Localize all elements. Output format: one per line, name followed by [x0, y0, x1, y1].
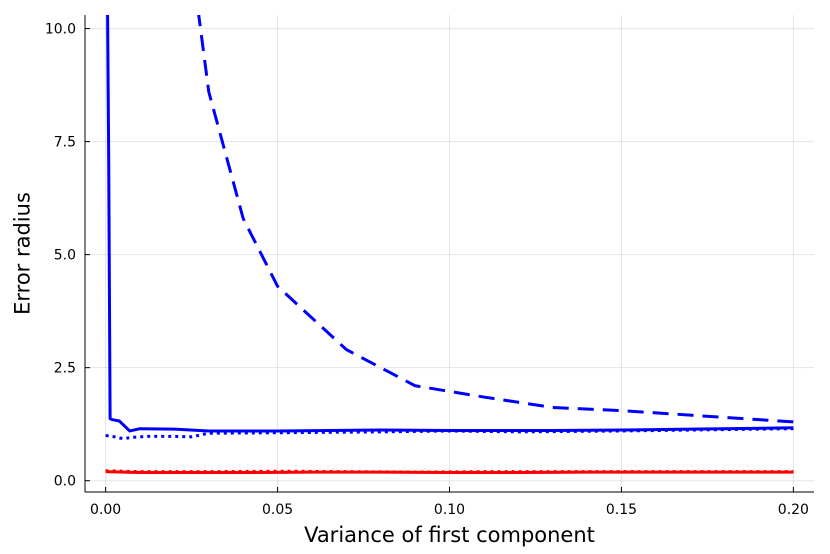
x-axis-title: Variance of first component	[304, 523, 595, 547]
axes: 0.00 0.05 0.10 0.15 0.20 0.0 2.5 5.0 7.5 10.0	[45, 15, 814, 518]
y-tick-label: 5.0	[54, 248, 76, 264]
y-axis-title: Error radius	[10, 192, 34, 315]
y-tick-label: 2.5	[54, 361, 76, 377]
x-tick-label: 0.15	[606, 502, 637, 518]
series-line-2	[106, 15, 794, 433]
series-line-1	[197, 15, 794, 424]
x-tick-label: 0.00	[90, 502, 121, 518]
x-tick-label: 0.05	[262, 502, 293, 518]
x-tick-label: 0.10	[434, 502, 465, 518]
x-tick-label: 0.20	[778, 502, 809, 518]
series-group	[105, 15, 794, 475]
y-tick-label: 7.5	[54, 135, 76, 151]
series-line-5	[105, 470, 794, 475]
grid	[85, 15, 814, 492]
y-tick-label: 10.0	[45, 22, 76, 38]
y-tick-label: 0.0	[54, 474, 76, 490]
